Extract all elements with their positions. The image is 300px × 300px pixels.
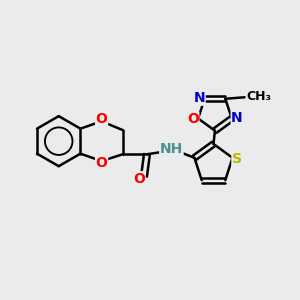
Text: N: N [194,91,205,105]
Text: CH₃: CH₃ [246,90,271,103]
Text: O: O [133,172,145,186]
Text: O: O [96,156,107,170]
Text: NH: NH [160,142,183,156]
Text: N: N [231,111,243,125]
Text: S: S [232,152,242,166]
Text: O: O [187,112,199,126]
Text: O: O [96,112,107,126]
